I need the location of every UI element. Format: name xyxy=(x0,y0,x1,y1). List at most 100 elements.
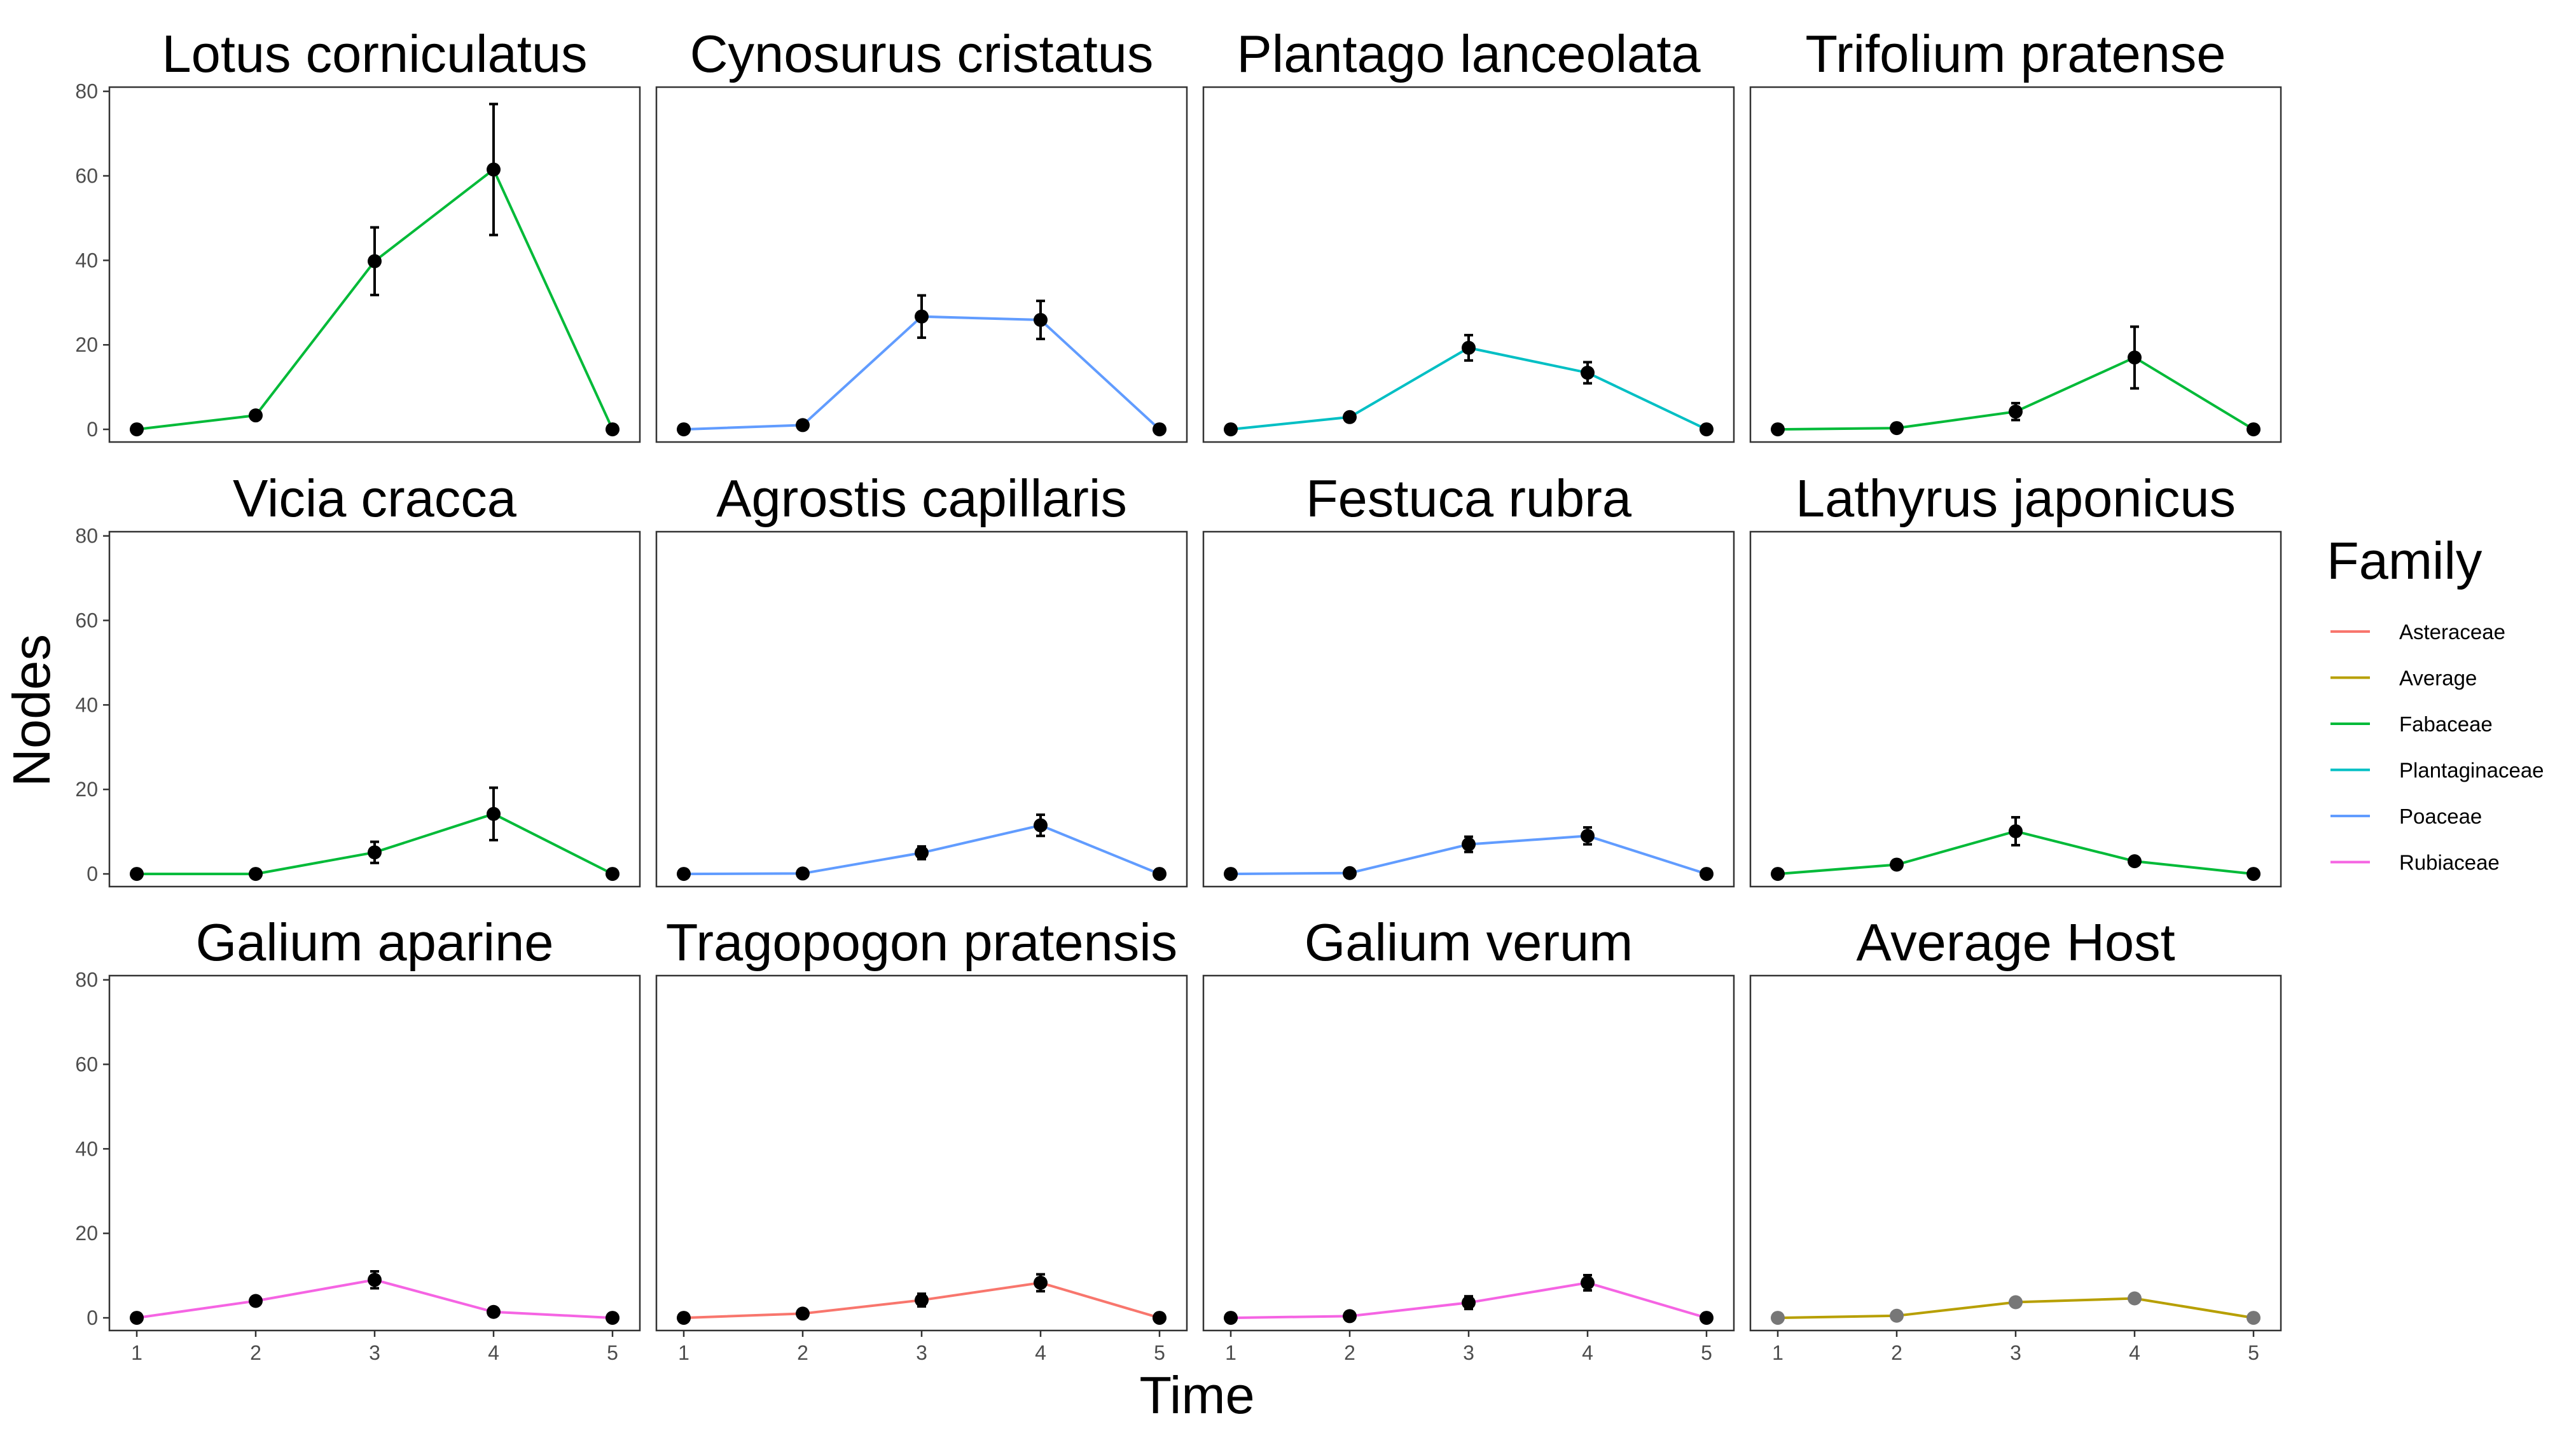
y-tick-label: 40 xyxy=(75,249,98,272)
data-point xyxy=(486,162,501,177)
data-point xyxy=(249,867,263,881)
data-point xyxy=(605,1311,620,1325)
data-point xyxy=(605,867,620,881)
panel-title: Plantago lanceolata xyxy=(1236,24,1701,83)
y-tick-label: 20 xyxy=(75,778,98,801)
data-point xyxy=(1771,1311,1785,1325)
data-point xyxy=(249,408,263,423)
y-tick-label: 60 xyxy=(75,165,98,188)
data-point xyxy=(1699,422,1714,437)
x-tick-label: 2 xyxy=(1891,1341,1902,1364)
x-tick-label: 1 xyxy=(131,1341,142,1364)
data-point xyxy=(796,418,810,432)
data-point xyxy=(130,1311,144,1325)
legend-title: Family xyxy=(2327,531,2483,590)
x-tick-label: 2 xyxy=(1344,1341,1355,1364)
facet-panel: Plantago lanceolata xyxy=(1202,24,1735,443)
y-tick-label: 0 xyxy=(87,418,98,441)
x-tick-label: 2 xyxy=(797,1341,808,1364)
panel-title: Galium verum xyxy=(1305,913,1633,972)
panel-title: Tragopogon pratensis xyxy=(666,913,1177,972)
x-tick-label: 5 xyxy=(607,1341,618,1364)
data-point xyxy=(796,1306,810,1321)
panel-title: Lathyrus japonicus xyxy=(1796,469,2236,528)
data-point xyxy=(2009,404,2023,419)
data-point xyxy=(915,1293,929,1308)
data-point xyxy=(1224,422,1238,437)
facet-panel: Lathyrus japonicus xyxy=(1749,469,2282,888)
data-point xyxy=(368,254,382,268)
y-tick-label: 20 xyxy=(75,1222,98,1245)
panel-border xyxy=(108,530,641,888)
data-point xyxy=(1771,422,1785,437)
panel-title: Vicia cracca xyxy=(233,469,517,528)
data-point xyxy=(1343,866,1357,880)
y-tick-label: 80 xyxy=(75,969,98,992)
data-point xyxy=(2009,824,2023,838)
x-tick-label: 1 xyxy=(1772,1341,1783,1364)
panel-border xyxy=(655,86,1188,443)
y-tick-label: 80 xyxy=(75,525,98,548)
data-point xyxy=(130,867,144,881)
x-tick-label: 1 xyxy=(678,1341,689,1364)
panel-border xyxy=(1202,530,1735,888)
data-point xyxy=(130,422,144,437)
facet-panel: Galium verum 1 2 3 4 5 xyxy=(1202,913,1735,1364)
data-point xyxy=(677,1311,691,1325)
legend-label: Rubiaceae xyxy=(2399,851,2500,874)
y-tick-label: 40 xyxy=(75,693,98,716)
facet-panel: Trifolium pratense xyxy=(1749,24,2282,443)
data-point xyxy=(1580,366,1595,380)
data-point xyxy=(1033,313,1048,328)
x-tick-label: 3 xyxy=(2010,1341,2021,1364)
legend-entries: Asteraceae Average Fabaceae Plantaginaceae P… xyxy=(2330,620,2544,874)
legend-label: Poaceae xyxy=(2399,805,2482,828)
x-tick-label: 4 xyxy=(488,1341,499,1364)
data-point xyxy=(2246,867,2261,881)
panel-title: Festuca rubra xyxy=(1306,469,1632,528)
facet-panel: Tragopogon pratensis 1 2 3 4 5 xyxy=(655,913,1188,1364)
x-tick-label: 1 xyxy=(1225,1341,1236,1364)
facet-panel: Average Host 1 2 3 4 5 xyxy=(1749,913,2282,1364)
data-point xyxy=(796,866,810,881)
data-point xyxy=(1890,857,1904,872)
x-tick-label: 3 xyxy=(369,1341,380,1364)
panel-border xyxy=(1202,86,1735,443)
data-point xyxy=(1152,422,1167,437)
y-tick-label: 0 xyxy=(87,1306,98,1329)
data-point xyxy=(915,309,929,324)
x-tick-label: 3 xyxy=(916,1341,927,1364)
data-point xyxy=(1343,1309,1357,1324)
panel-title: Average Host xyxy=(1856,913,2175,972)
data-point xyxy=(1580,1275,1595,1290)
y-tick-label: 20 xyxy=(75,333,98,356)
facet-panel: Lotus corniculatus 0 20 40 60 80 xyxy=(75,24,641,443)
data-point xyxy=(486,1304,501,1319)
data-point xyxy=(1152,1311,1167,1325)
panel-title: Galium aparine xyxy=(196,913,554,972)
data-point xyxy=(2246,422,2261,437)
panel-title: Cynosurus cristatus xyxy=(690,24,1154,83)
x-tick-label: 4 xyxy=(1035,1341,1046,1364)
x-tick-label: 3 xyxy=(1463,1341,1474,1364)
x-tick-label: 5 xyxy=(1154,1341,1165,1364)
facet-panel: Agrostis capillaris xyxy=(655,469,1188,888)
data-point xyxy=(2009,1295,2023,1310)
data-point xyxy=(2246,1311,2261,1325)
panel-border xyxy=(108,86,641,443)
data-point xyxy=(1343,410,1357,424)
panel-title: Trifolium pratense xyxy=(1805,24,2226,83)
data-point xyxy=(1699,867,1714,881)
panel-title: Agrostis capillaris xyxy=(716,469,1127,528)
y-tick-label: 40 xyxy=(75,1137,98,1160)
facet-panel: Festuca rubra xyxy=(1202,469,1735,888)
data-point xyxy=(1890,421,1904,436)
facet-panel: Cynosurus cristatus xyxy=(655,24,1188,443)
panel-border xyxy=(655,530,1188,888)
x-tick-label: 2 xyxy=(250,1341,261,1364)
x-tick-label: 4 xyxy=(2129,1341,2140,1364)
x-axis-title: Time xyxy=(1139,1365,1254,1425)
x-tick-label: 5 xyxy=(2248,1341,2259,1364)
